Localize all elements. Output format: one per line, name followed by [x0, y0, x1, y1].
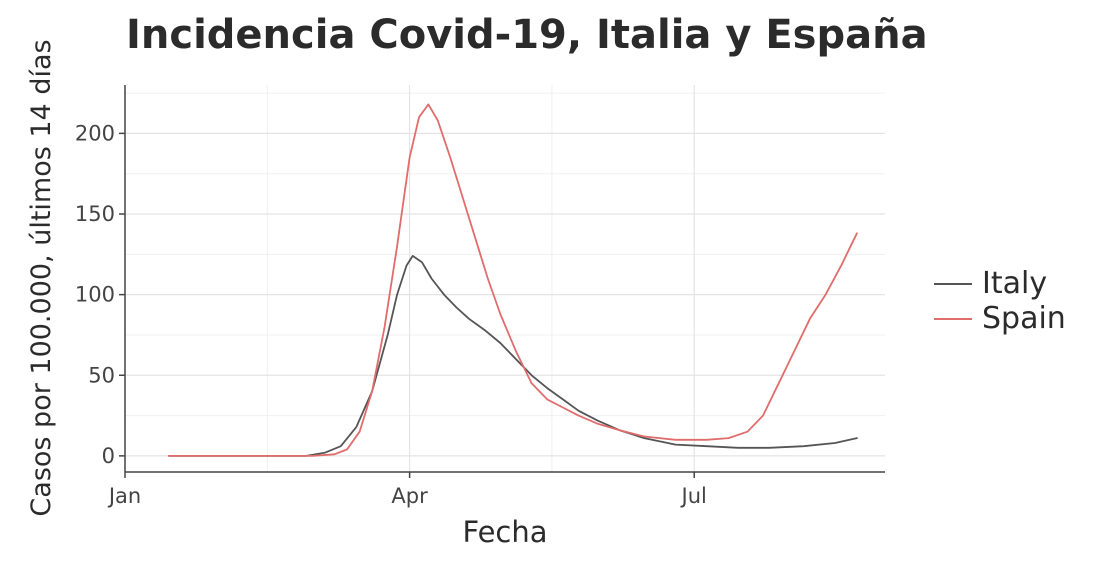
axes-layer: 0 50 100 150 200 Jan Apr Jul [75, 85, 885, 508]
legend: Italy Spain [934, 266, 1066, 336]
legend-key-spain [934, 317, 972, 320]
series-line-italy [167, 254, 858, 457]
x-tick-label: Apr [391, 484, 428, 508]
x-tick-label: Jul [680, 484, 707, 508]
y-tick-label: 0 [102, 444, 115, 468]
legend-key-italy [934, 282, 972, 285]
series-layer [167, 103, 858, 457]
y-tick-label: 100 [75, 283, 115, 307]
y-tick-label: 150 [75, 202, 115, 226]
legend-label-spain: Spain [982, 301, 1066, 336]
y-tick-label: 200 [75, 121, 115, 145]
y-tick-label: 50 [88, 363, 115, 387]
x-tick-label: Jan [107, 484, 141, 508]
legend-item-italy: Italy [934, 266, 1066, 301]
chart-title: Incidencia Covid-19, Italia y España [126, 12, 928, 58]
y-axis-title: Casos por 100.000, últimos 14 días [26, 39, 57, 516]
series-line-spain [167, 103, 858, 457]
x-axis-title: Fecha [462, 515, 547, 549]
grid-layer [124, 85, 885, 472]
legend-item-spain: Spain [934, 301, 1066, 336]
legend-label-italy: Italy [982, 266, 1048, 301]
